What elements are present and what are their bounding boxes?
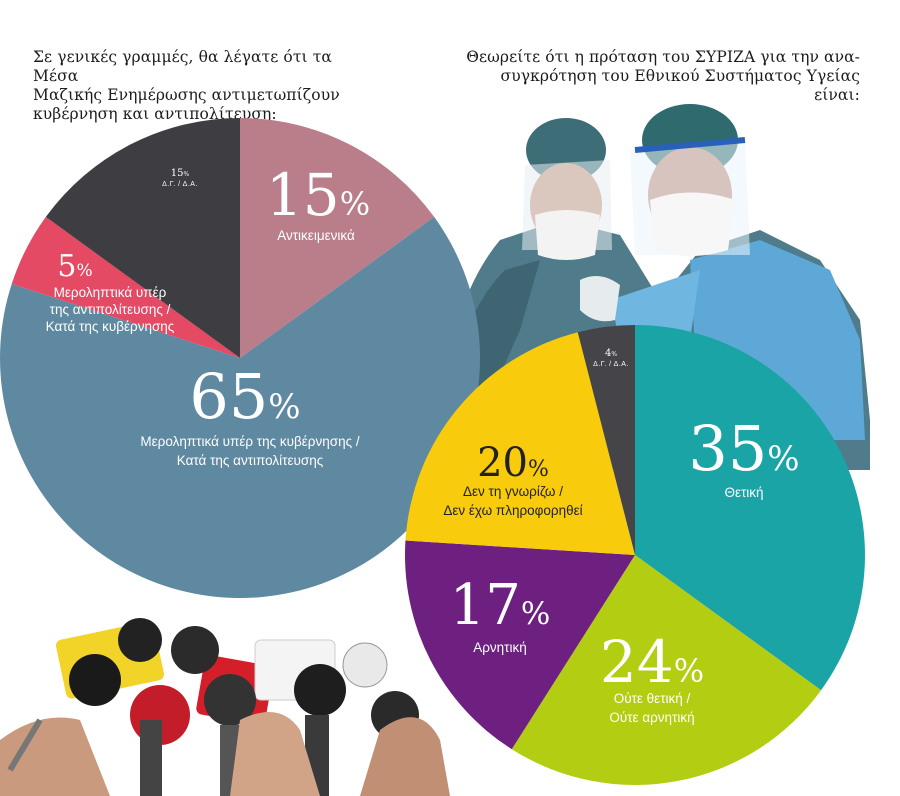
question-1-title: Σε γενικές γραμμές, θα λέγατε ότι τα Μέσ… bbox=[33, 48, 373, 124]
question-2-title: Θεωρείτε ότι η πρόταση του ΣΥΡΙΖΑ για τη… bbox=[450, 48, 860, 105]
pie1-slice-1 bbox=[240, 118, 435, 358]
pie1-label-progov: Μεροληπτικά υπέρ της κυβέρνησης / bbox=[140, 434, 359, 449]
question-1-line: Σε γενικές γραμμές, θα λέγατε ότι τα Μέσ… bbox=[33, 48, 332, 85]
pie1-label-dk: Δ.Γ. / Δ.Α. bbox=[162, 181, 198, 188]
pie1-label-proopp: Κατά της κυβέρνησης bbox=[46, 319, 175, 334]
microphones-illustration bbox=[0, 618, 450, 796]
pie2-slice-1 bbox=[635, 325, 865, 691]
pie1-slice-2 bbox=[0, 216, 481, 599]
pie2-label-positive: Θετική bbox=[724, 485, 763, 500]
pie1-slice-3 bbox=[11, 216, 240, 358]
pie2-pct-dk: 4% bbox=[605, 348, 617, 359]
pie2-label-unknown: Δεν έχω πληροφορηθεί bbox=[443, 503, 582, 518]
pie2-pct-negative: 17% bbox=[450, 573, 551, 638]
pie2-pct-unknown: 20% bbox=[477, 440, 549, 486]
question-2-line: συγκρότηση του Εθνικού Συστήματος Υγείας… bbox=[500, 67, 860, 104]
pie1-pct-objective: 15% bbox=[266, 161, 370, 229]
pie2-pct-positive: 35% bbox=[688, 412, 799, 485]
pie1-label-proopp: Μεροληπτικά υπέρ bbox=[54, 285, 167, 300]
pie1-pct-dk: 15% bbox=[171, 168, 190, 179]
pie2-slice-3 bbox=[404, 540, 635, 750]
pie1-pct-proopp: 5% bbox=[57, 249, 92, 284]
pie2-slice-5 bbox=[577, 325, 635, 555]
pie2-label-neutral: Ούτε αρνητική bbox=[609, 710, 694, 725]
pie2-slice-2 bbox=[511, 555, 822, 786]
pie2-slice-4 bbox=[405, 332, 635, 555]
pie1-label-progov: Κατά της αντιπολίτευσης bbox=[177, 453, 324, 468]
pie2-label-neutral: Ούτε θετική / bbox=[614, 691, 691, 706]
pie1-pct-progov: 65% bbox=[189, 360, 300, 433]
pie2-pct-neutral: 24% bbox=[600, 628, 704, 696]
pie-chart-health-system: 35%Θετική 24%Ούτε θετική / Ούτε αρνητική 17… bbox=[404, 325, 865, 786]
pie2-label-negative: Αρνητική bbox=[473, 640, 527, 655]
question-1-line: Μαζικής Ενημέρωσης αντιμετωπίζουν bbox=[33, 86, 340, 104]
pie2-label-dk: Δ.Γ. / Δ.Α. bbox=[593, 361, 629, 368]
question-1-line: κυβέρνηση και αντιπολίτευση: bbox=[33, 105, 277, 123]
question-2-line: Θεωρείτε ότι η πρόταση του ΣΥΡΙΖΑ για τη… bbox=[466, 48, 860, 66]
pie2-label-unknown: Δεν τη γνωρίζω / bbox=[463, 484, 563, 499]
pie1-label-proopp: της αντιπολίτευσης / bbox=[50, 302, 171, 317]
pie1-slice-4 bbox=[45, 118, 241, 358]
pie1-label-objective: Αντικειμενικά bbox=[277, 228, 355, 243]
